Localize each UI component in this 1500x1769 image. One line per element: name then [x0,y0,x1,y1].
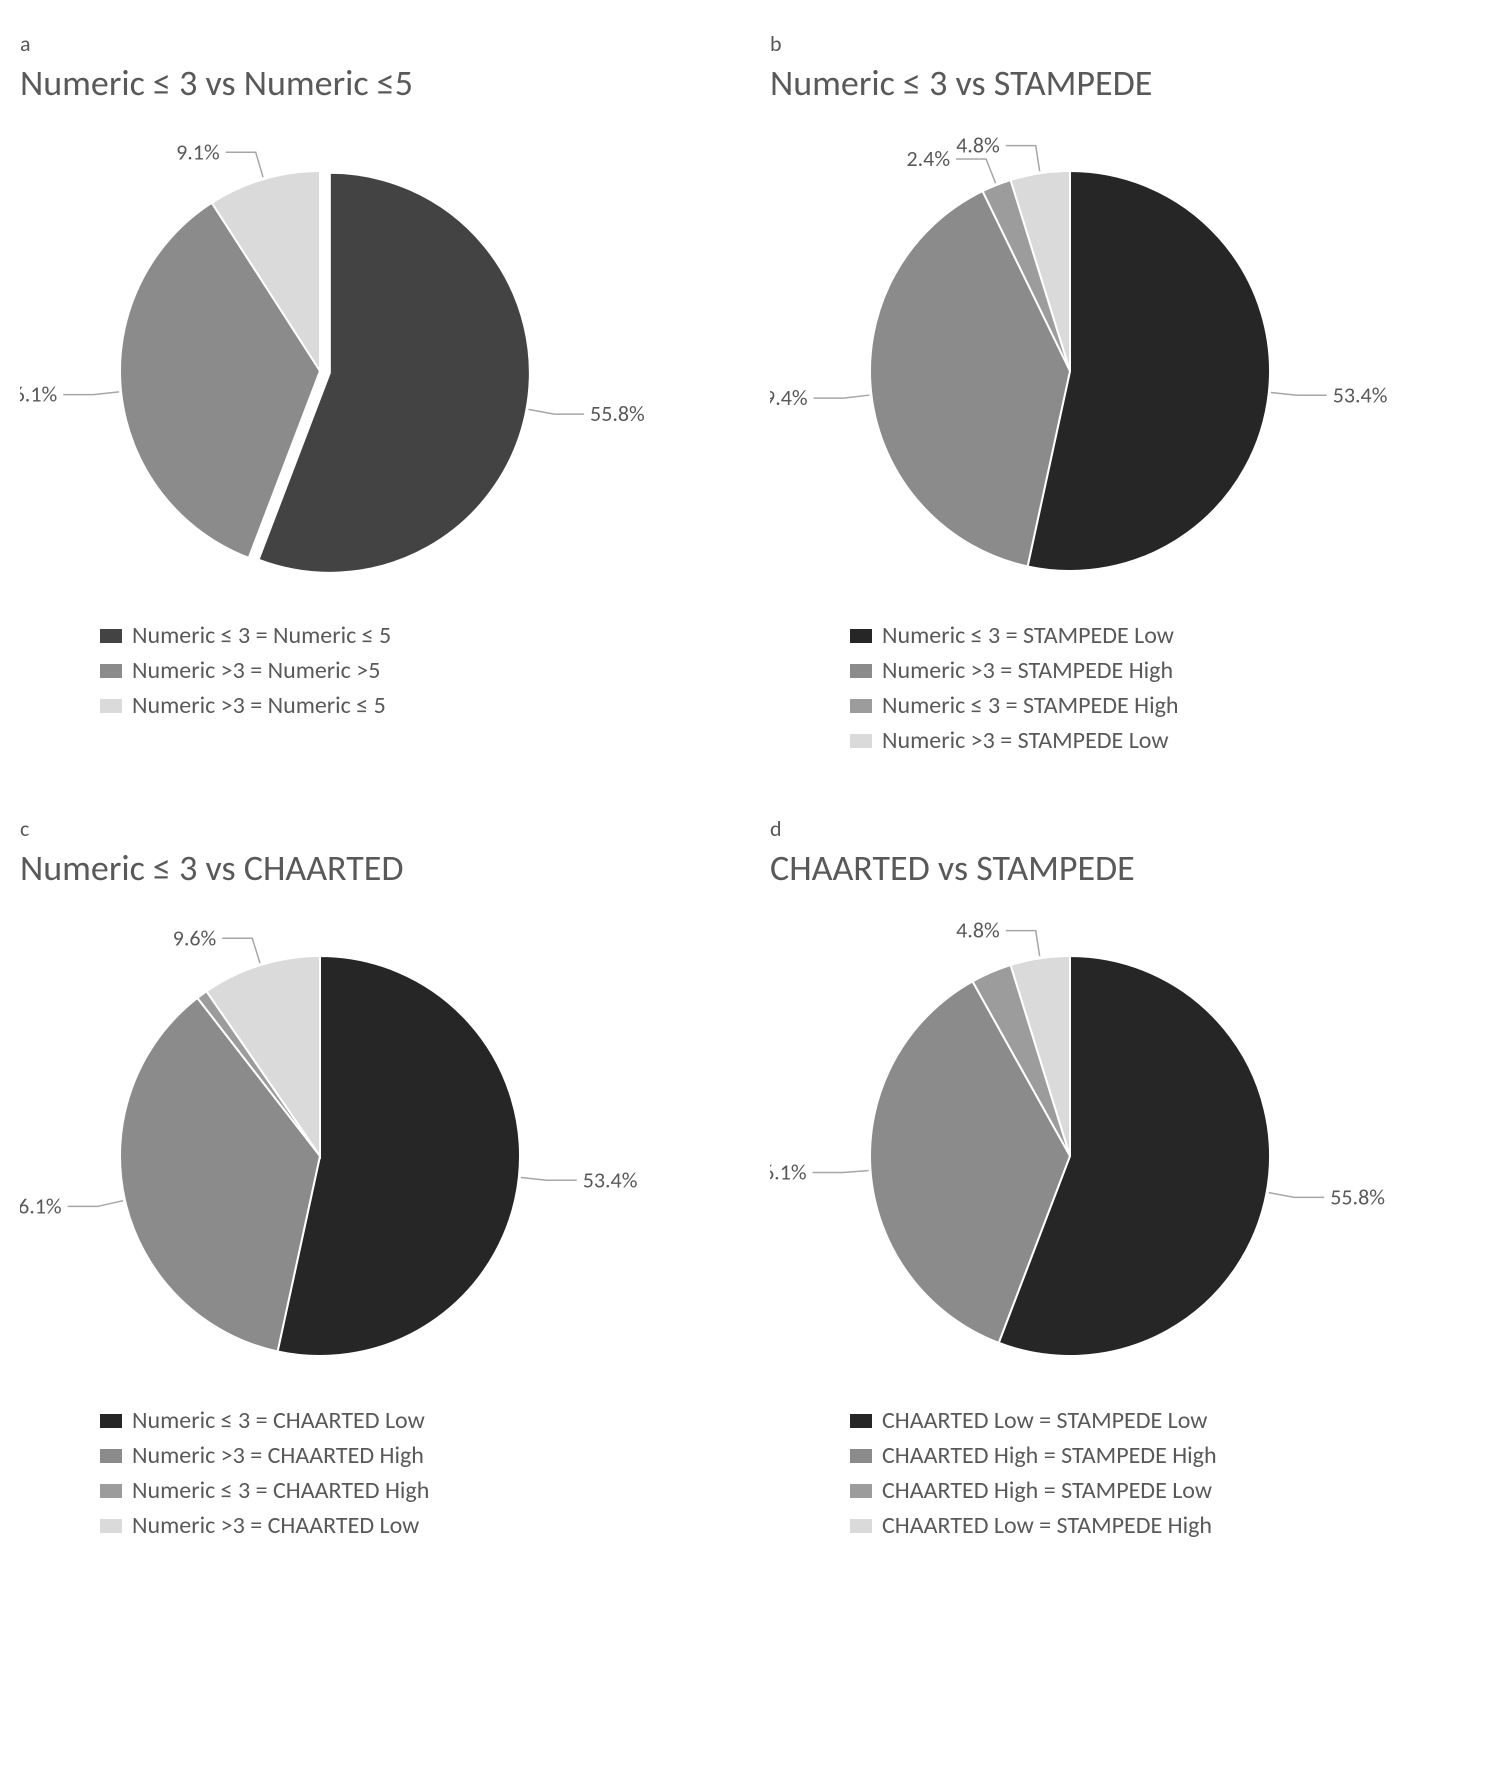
pie-chart-b: 53.4% 39.4% 2.4%4.8% [770,121,1450,601]
leader-line [1006,146,1040,172]
leader-line [68,1201,123,1207]
legend-row: CHAARTED High = STAMPEDE Low [850,1476,1480,1505]
legend-label: Numeric >3 = CHAARTED High [132,1441,424,1470]
pie-container: 55.8% 36.1% 9.1% [20,121,730,601]
panel-letter: a [20,30,730,57]
legend-swatch [100,1449,122,1463]
legend-swatch [850,1519,872,1533]
slice-percent-label: 9.6% [173,924,217,951]
legend-swatch [100,699,122,713]
legend-label: CHAARTED High = STAMPEDE Low [882,1476,1212,1505]
slice-percent-label: 36.1% [770,1158,807,1185]
slice-percent-label: 2.4% [906,145,950,172]
slice-percent-label: 55.8% [590,400,645,427]
legend-row: Numeric >3 = Numeric ≤ 5 [100,691,730,720]
leader-line [1269,1193,1325,1198]
legend-row: Numeric ≤ 3 = STAMPEDE High [850,691,1480,720]
legend-row: Numeric >3 = CHAARTED Low [100,1511,730,1540]
legend-label: Numeric >3 = Numeric ≤ 5 [132,691,386,720]
legend-label: Numeric ≤ 3 = CHAARTED High [132,1476,429,1505]
legend-swatch [850,664,872,678]
slice-percent-label: 36.1% [20,1192,62,1219]
legend-label: Numeric ≤ 3 = CHAARTED Low [132,1406,425,1435]
chart-grid: a Numeric ≤ 3 vs Numeric ≤5 55.8% 36.1% 9.… [20,30,1480,1540]
legend-row: Numeric ≤ 3 = STAMPEDE Low [850,621,1480,650]
panel-d: d CHAARTED vs STAMPEDE 55.8% 36.1% 4.8% CH… [770,815,1480,1540]
pie-chart-a: 55.8% 36.1% 9.1% [20,121,700,601]
legend-swatch [100,664,122,678]
leader-line [222,938,260,963]
panel-letter: b [770,30,1480,57]
pie-container: 55.8% 36.1% 4.8% [770,906,1480,1386]
legend-label: Numeric ≤ 3 = Numeric ≤ 5 [132,621,391,650]
legend-row: Numeric >3 = Numeric >5 [100,656,730,685]
slice-percent-label: 9.1% [176,138,220,165]
pie-chart-c: 53.4% 36.1% 9.6% [20,906,700,1386]
legend-a: Numeric ≤ 3 = Numeric ≤ 5 Numeric >3 = Nu… [20,621,730,720]
legend-row: Numeric ≤ 3 = CHAARTED High [100,1476,730,1505]
legend-row: CHAARTED High = STAMPEDE High [850,1441,1480,1470]
slice-percent-label: 36.1% [20,381,57,408]
legend-row: CHAARTED Low = STAMPEDE High [850,1511,1480,1540]
legend-label: Numeric ≤ 3 = STAMPEDE Low [882,621,1174,650]
pie-container: 53.4% 36.1% 9.6% [20,906,730,1386]
legend-label: CHAARTED High = STAMPEDE High [882,1441,1217,1470]
slice-percent-label: 4.8% [956,132,1000,159]
leader-line [956,159,996,183]
legend-label: Numeric ≤ 3 = STAMPEDE High [882,691,1179,720]
legend-swatch [850,1449,872,1463]
legend-swatch [100,629,122,643]
panel-title: Numeric ≤ 3 vs STAMPEDE [770,61,1480,105]
panel-letter: d [770,815,1480,842]
slice-percent-label: 55.8% [1330,1183,1385,1210]
legend-swatch [850,699,872,713]
legend-b: Numeric ≤ 3 = STAMPEDE Low Numeric >3 = S… [770,621,1480,755]
legend-swatch [850,1484,872,1498]
slice-percent-label: 53.4% [1333,381,1388,408]
legend-c: Numeric ≤ 3 = CHAARTED Low Numeric >3 = C… [20,1406,730,1540]
legend-label: Numeric >3 = Numeric >5 [132,656,380,685]
legend-swatch [100,1484,122,1498]
panel-c: c Numeric ≤ 3 vs CHAARTED 53.4% 36.1% 9.6%… [20,815,730,1540]
panel-letter: c [20,815,730,842]
legend-swatch [850,629,872,643]
leader-line [1006,931,1040,957]
pie-chart-d: 55.8% 36.1% 4.8% [770,906,1450,1386]
legend-label: CHAARTED Low = STAMPEDE Low [882,1406,1207,1435]
legend-row: Numeric ≤ 3 = CHAARTED Low [100,1406,730,1435]
legend-row: Numeric >3 = STAMPEDE High [850,656,1480,685]
legend-d: CHAARTED Low = STAMPEDE Low CHAARTED High… [770,1406,1480,1540]
legend-row: Numeric >3 = CHAARTED High [100,1441,730,1470]
leader-line [63,392,119,395]
legend-swatch [100,1519,122,1533]
legend-row: Numeric ≤ 3 = Numeric ≤ 5 [100,621,730,650]
leader-line [226,152,263,177]
leader-line [814,395,870,398]
legend-label: CHAARTED Low = STAMPEDE High [882,1511,1212,1540]
panel-b: b Numeric ≤ 3 vs STAMPEDE 53.4% 39.4% 2.4%… [770,30,1480,755]
panel-a: a Numeric ≤ 3 vs Numeric ≤5 55.8% 36.1% 9.… [20,30,730,755]
legend-row: CHAARTED Low = STAMPEDE Low [850,1406,1480,1435]
leader-line [521,1178,577,1181]
leader-line [528,409,584,414]
legend-label: Numeric >3 = STAMPEDE High [882,656,1173,685]
slice-percent-label: 4.8% [956,917,1000,944]
legend-swatch [850,734,872,748]
slice-percent-label: 39.4% [770,384,808,411]
legend-swatch [850,1414,872,1428]
pie-container: 53.4% 39.4% 2.4%4.8% [770,121,1480,601]
panel-title: CHAARTED vs STAMPEDE [770,846,1480,890]
slice-percent-label: 53.4% [583,1166,638,1193]
legend-swatch [100,1414,122,1428]
panel-title: Numeric ≤ 3 vs Numeric ≤5 [20,61,730,105]
panel-title: Numeric ≤ 3 vs CHAARTED [20,846,730,890]
legend-label: Numeric >3 = STAMPEDE Low [882,726,1169,755]
legend-label: Numeric >3 = CHAARTED Low [132,1511,419,1540]
legend-row: Numeric >3 = STAMPEDE Low [850,726,1480,755]
leader-line [1271,393,1327,396]
leader-line [813,1171,869,1173]
